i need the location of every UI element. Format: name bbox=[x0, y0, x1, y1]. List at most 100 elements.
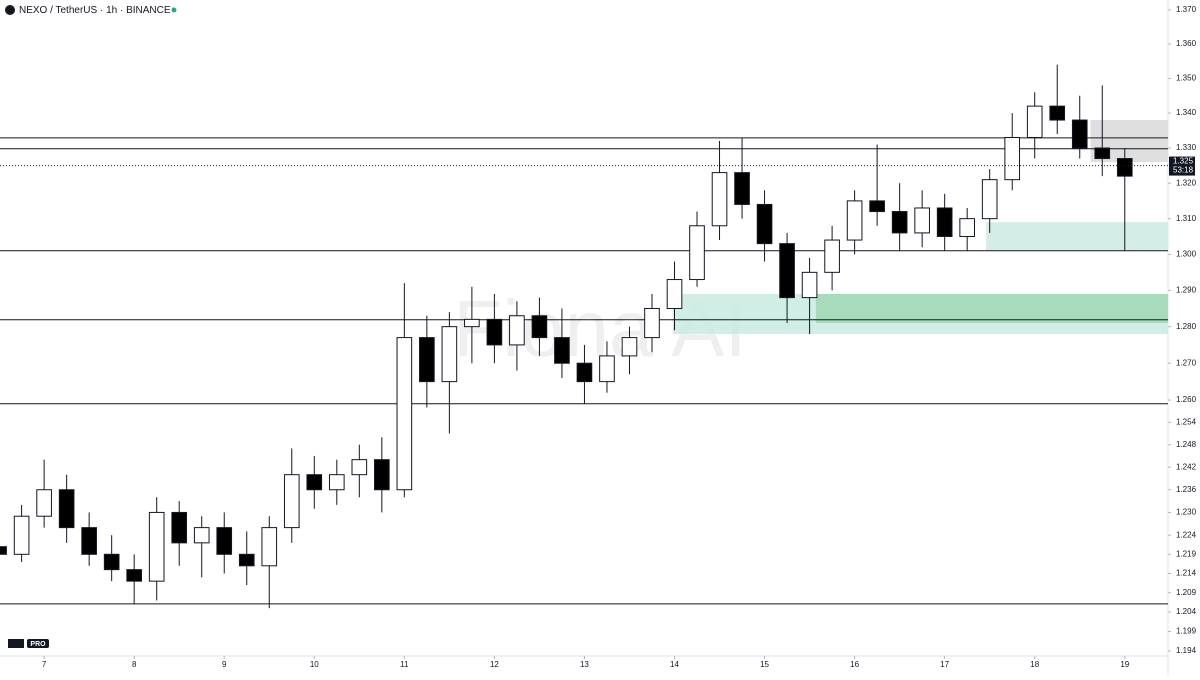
last-price-box bbox=[1169, 156, 1195, 176]
x-tick-label: 15 bbox=[760, 660, 769, 669]
candle-body bbox=[261, 527, 278, 567]
x-tick-label: 18 bbox=[1030, 660, 1039, 669]
y-tick-label: 1.209 bbox=[1176, 588, 1197, 597]
candle-body bbox=[486, 318, 503, 346]
candle-body bbox=[374, 459, 390, 491]
x-tick-label: 16 bbox=[850, 660, 859, 669]
candle bbox=[306, 455, 323, 509]
candle bbox=[1094, 85, 1111, 177]
candle bbox=[13, 504, 30, 562]
candle bbox=[756, 190, 773, 262]
candle bbox=[261, 516, 278, 609]
candle-body bbox=[779, 243, 795, 299]
candle bbox=[1049, 64, 1066, 135]
candle bbox=[1071, 95, 1088, 159]
candle-body bbox=[1116, 158, 1133, 177]
candle-body bbox=[1004, 137, 1021, 181]
candle bbox=[441, 312, 458, 434]
y-tick-label: 1.224 bbox=[1176, 530, 1197, 539]
symbol-icon bbox=[5, 5, 15, 15]
last-price-label: 1.325 bbox=[1173, 157, 1194, 166]
candle-body bbox=[1026, 105, 1043, 139]
candle bbox=[531, 297, 548, 356]
y-tick-label: 1.370 bbox=[1176, 5, 1197, 14]
zone bbox=[815, 293, 1168, 324]
candle bbox=[509, 301, 525, 371]
y-tick-label: 1.204 bbox=[1176, 607, 1197, 616]
candle bbox=[869, 144, 885, 226]
candle bbox=[36, 459, 52, 528]
candle bbox=[599, 341, 615, 393]
candle bbox=[351, 444, 368, 498]
candle-body bbox=[936, 207, 953, 237]
candle bbox=[58, 474, 75, 543]
y-tick-label: 1.350 bbox=[1176, 74, 1197, 83]
y-tick-label: 1.330 bbox=[1176, 143, 1197, 152]
y-tick-label: 1.230 bbox=[1176, 508, 1197, 517]
candle-body bbox=[13, 515, 30, 555]
y-tick-label: 1.300 bbox=[1176, 249, 1197, 258]
candle-body bbox=[0, 546, 7, 555]
candle bbox=[936, 193, 953, 251]
candle bbox=[824, 225, 840, 291]
y-tick-label: 1.340 bbox=[1176, 108, 1197, 117]
candle-body bbox=[554, 337, 570, 364]
candle bbox=[1026, 92, 1043, 159]
candle-body bbox=[599, 355, 615, 383]
y-tick-label: 1.242 bbox=[1176, 462, 1197, 471]
candle bbox=[576, 344, 593, 404]
x-tick-label: 14 bbox=[670, 660, 679, 669]
candle-body bbox=[621, 337, 638, 357]
candle bbox=[396, 283, 413, 498]
candle bbox=[734, 137, 750, 219]
candle-body bbox=[58, 489, 75, 529]
logo-text: PRO bbox=[30, 641, 46, 648]
y-tick-label: 1.236 bbox=[1176, 485, 1197, 494]
chart-title[interactable]: NEXO / TetherUS · 1h · BINANCE bbox=[19, 5, 171, 16]
candle bbox=[779, 232, 795, 324]
countdown-label: 53:18 bbox=[1173, 166, 1194, 175]
candle bbox=[846, 190, 863, 255]
candle-body bbox=[846, 200, 863, 241]
candle bbox=[103, 535, 120, 582]
x-tick-label: 12 bbox=[490, 660, 499, 669]
candle bbox=[801, 257, 818, 334]
candle-body bbox=[756, 203, 773, 245]
candle bbox=[621, 326, 638, 375]
candle bbox=[981, 169, 998, 233]
status-dot bbox=[171, 7, 177, 13]
y-tick-label: 1.219 bbox=[1176, 549, 1197, 558]
y-tick-label: 1.270 bbox=[1176, 358, 1197, 367]
y-tick-label: 1.194 bbox=[1176, 646, 1197, 655]
y-tick-label: 1.280 bbox=[1176, 322, 1197, 331]
candle bbox=[644, 293, 660, 353]
y-tick-label: 1.290 bbox=[1176, 285, 1197, 294]
candle bbox=[193, 516, 210, 578]
y-tick-label: 1.248 bbox=[1176, 440, 1197, 449]
x-tick-label: 13 bbox=[580, 660, 589, 669]
candle bbox=[464, 286, 480, 364]
y-tick-label: 1.310 bbox=[1176, 214, 1197, 223]
candle-body bbox=[148, 511, 165, 582]
candle bbox=[689, 211, 705, 287]
candle bbox=[1116, 148, 1133, 251]
candle bbox=[419, 315, 435, 408]
candle bbox=[126, 554, 142, 605]
candle-body bbox=[981, 179, 998, 220]
candle bbox=[81, 512, 97, 566]
candle-body bbox=[1049, 105, 1066, 121]
candle-body bbox=[914, 207, 930, 234]
candle-body bbox=[734, 172, 750, 205]
candle bbox=[711, 141, 728, 241]
candle-body bbox=[171, 511, 188, 544]
candle-body bbox=[441, 326, 458, 383]
candle-body bbox=[824, 239, 840, 273]
tv-logo: PRO bbox=[8, 639, 49, 648]
candle-body bbox=[328, 474, 345, 491]
candle-body bbox=[81, 527, 97, 555]
candle-body bbox=[689, 225, 705, 281]
candle-body bbox=[396, 337, 413, 491]
candle-body bbox=[891, 211, 908, 234]
